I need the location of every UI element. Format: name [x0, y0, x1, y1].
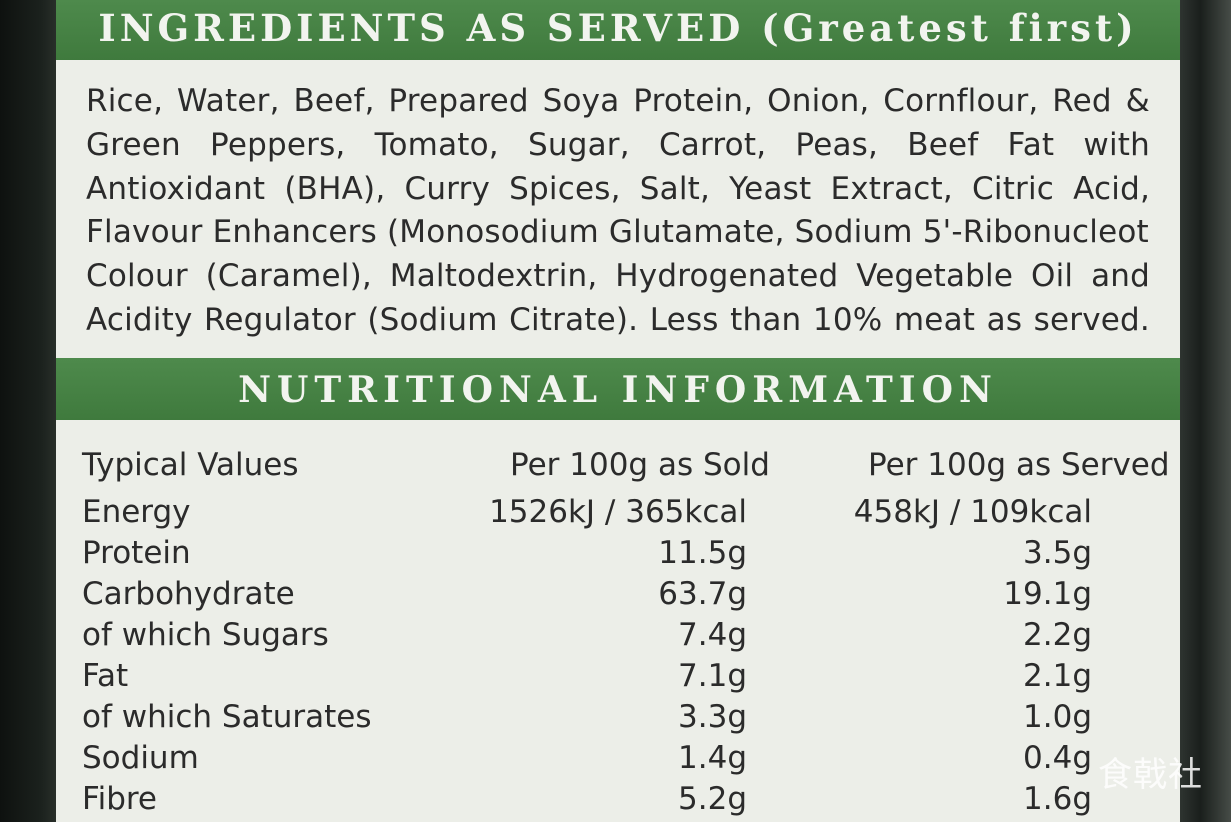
food-label: INGREDIENTS AS SERVED (Greatest first) R… [56, 0, 1180, 822]
nutrition-header-row: Typical Values Per 100g as Sold Per 100g… [82, 440, 1170, 492]
nutrition-row-fat: Fat 7.1g 2.1g [82, 656, 1162, 697]
value-as-sold: 1.4g [678, 740, 747, 776]
value-as-served: 2.2g [1023, 617, 1092, 653]
column-header-per-100g-served: Per 100g as Served [868, 447, 1170, 483]
nutrition-row-sugars: of which Sugars 7.4g 2.2g [82, 615, 1162, 656]
nutrition-row-energy: Energy 1526kJ / 365kcal 458kJ / 109kcal [82, 492, 1162, 533]
nutrition-row-sodium: Sodium 1.4g 0.4g [82, 738, 1162, 779]
nutrient-label: Protein [82, 535, 191, 571]
value-as-served: 19.1g [1003, 576, 1092, 612]
nutrient-label: Energy [82, 494, 191, 530]
nutrition-heading: NUTRITIONAL INFORMATION [56, 358, 1180, 420]
nutrition-row-saturates: of which Saturates 3.3g 1.0g [82, 697, 1162, 738]
nutrition-row-protein: Protein 11.5g 3.5g [82, 533, 1162, 574]
nutrient-label: Carbohydrate [82, 576, 295, 612]
ingredients-line: Rice, Water, Beef, Prepared Soya Protein… [86, 83, 1150, 119]
nutrient-label: Fibre [82, 781, 158, 817]
nutrition-row-carbohydrate: Carbohydrate 63.7g 19.1g [82, 574, 1162, 615]
value-as-served: 1.6g [1023, 781, 1092, 817]
column-header-per-100g-sold: Per 100g as Sold [510, 447, 770, 483]
nutrient-label: of which Saturates [82, 699, 372, 735]
watermark: 食戟社 [1098, 755, 1203, 795]
ingredients-line: Green Peppers, Tomato, Sugar, Carrot, Pe… [86, 126, 1150, 163]
value-as-sold: 7.1g [678, 658, 747, 694]
value-as-sold: 1526kJ / 365kcal [489, 494, 747, 530]
value-as-served: 3.5g [1023, 535, 1092, 571]
nutrient-label: of which Sugars [82, 617, 329, 653]
value-as-served: 0.4g [1023, 740, 1092, 776]
ingredients-line: Flavour Enhancers (Monosodium Glutamate,… [86, 214, 1150, 251]
nutrient-label: Fat [82, 658, 129, 694]
value-as-sold: 7.4g [678, 617, 747, 653]
box-edge-right [1180, 0, 1231, 822]
ingredients-line: Antioxidant (BHA), Curry Spices, Salt, Y… [86, 170, 1150, 207]
nutrition-table: Typical Values Per 100g as Sold Per 100g… [82, 440, 1170, 820]
value-as-sold: 5.2g [678, 781, 747, 817]
nutrition-row-fibre: Fibre 5.2g 1.6g [82, 779, 1162, 820]
nutrient-label: Sodium [82, 740, 199, 776]
ingredients-heading: INGREDIENTS AS SERVED (Greatest first) [56, 0, 1180, 60]
value-as-sold: 11.5g [658, 535, 747, 571]
ingredients-text: Rice, Water, Beef, Prepared Soya Protein… [86, 80, 1150, 343]
value-as-served: 458kJ / 109kcal [853, 494, 1092, 530]
value-as-served: 2.1g [1023, 658, 1092, 694]
value-as-served: 1.0g [1023, 699, 1092, 735]
value-as-sold: 3.3g [678, 699, 747, 735]
column-header-typical-values: Typical Values [82, 447, 299, 483]
box-edge-left [0, 0, 58, 822]
ingredients-line: Acidity Regulator (Sodium Citrate). Less… [86, 301, 1150, 338]
ingredients-line: Colour (Caramel), Maltodextrin, Hydrogen… [86, 258, 1150, 295]
value-as-sold: 63.7g [658, 576, 747, 612]
